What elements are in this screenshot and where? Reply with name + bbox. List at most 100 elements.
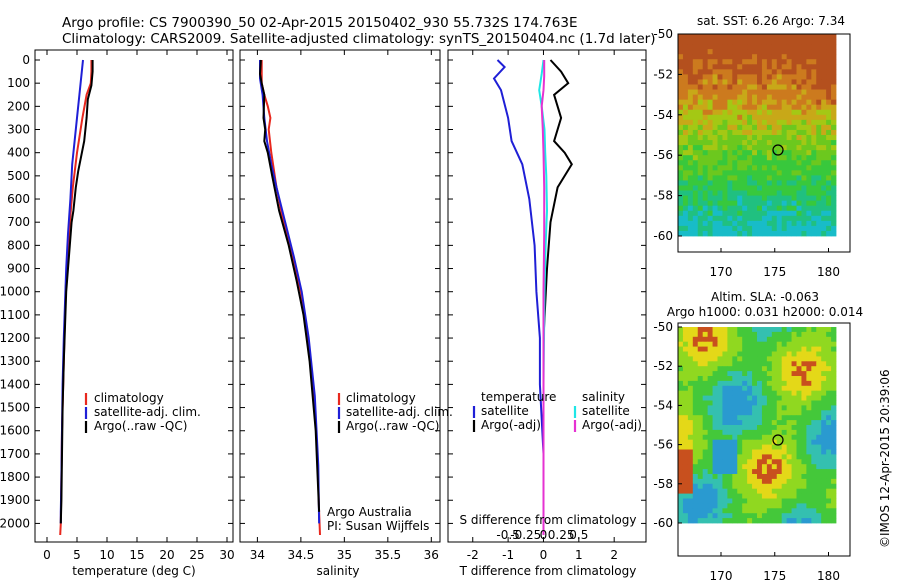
heatmap-cell <box>771 114 778 121</box>
heatmap-cell <box>766 210 773 217</box>
heatmap-cell <box>752 469 758 475</box>
heatmap-cell <box>757 170 763 176</box>
heatmap-cell <box>727 425 733 431</box>
heatmap-cell <box>806 454 812 460</box>
heatmap-cell <box>737 459 743 465</box>
heatmap-cell <box>757 331 763 338</box>
heatmap-cell <box>776 508 783 514</box>
heatmap-cell <box>702 380 709 387</box>
heatmap-cell <box>826 503 832 509</box>
heatmap-cell <box>692 104 699 111</box>
heatmap-cell <box>687 513 694 519</box>
heatmap-cell <box>826 454 832 460</box>
heatmap-cell <box>722 346 728 352</box>
heatmap-cell <box>692 64 699 70</box>
heatmap-cell <box>801 89 807 95</box>
heatmap-cell <box>761 64 768 70</box>
heatmap-cell <box>791 230 797 237</box>
heatmap-cell <box>752 39 758 45</box>
x-tick-label: 20 <box>159 548 174 562</box>
heatmap-cell <box>757 385 763 392</box>
heatmap-cell <box>682 327 689 333</box>
heatmap-cell <box>712 59 718 65</box>
heatmap-cell <box>761 380 768 387</box>
heatmap-cell <box>796 385 802 392</box>
heatmap-cell <box>806 390 812 396</box>
heatmap-cell <box>687 34 694 40</box>
heatmap-cell <box>682 331 689 338</box>
heatmap-cell <box>786 109 792 116</box>
heatmap-cell <box>707 483 713 490</box>
heatmap-cell <box>821 478 827 485</box>
heatmap-cell <box>791 129 797 136</box>
heatmap-cell <box>771 508 778 514</box>
heatmap-cell <box>761 405 768 411</box>
heatmap-cell <box>826 155 832 161</box>
heatmap-cell <box>697 400 704 406</box>
heatmap-cell <box>732 503 738 509</box>
heatmap-cell <box>821 371 827 377</box>
heatmap-cell <box>831 341 837 347</box>
heatmap-cell <box>766 59 773 65</box>
heatmap-cell <box>786 498 792 504</box>
heatmap-cell <box>747 469 753 475</box>
heatmap-cell <box>747 351 753 357</box>
heatmap-cell <box>678 385 684 392</box>
heatmap-cell <box>826 341 832 347</box>
heatmap-cell <box>712 351 718 357</box>
heatmap-cell <box>796 380 802 387</box>
heatmap-cell <box>831 104 837 111</box>
heatmap-cell <box>771 185 778 191</box>
heatmap-cell <box>727 34 733 40</box>
heatmap-cell <box>811 376 817 382</box>
heatmap-cell <box>697 180 704 186</box>
heatmap-cell <box>786 444 792 450</box>
heatmap-cell <box>752 165 758 171</box>
heatmap-cell <box>742 54 748 60</box>
heatmap-cell <box>796 341 802 347</box>
heatmap-cell <box>791 44 797 50</box>
heatmap-cell <box>757 415 763 421</box>
heatmap-cell <box>796 59 802 65</box>
heatmap-cell <box>757 94 763 101</box>
heatmap-cell <box>707 180 713 186</box>
heatmap-cell <box>766 390 773 396</box>
heatmap-cell <box>747 39 753 45</box>
heatmap-cell <box>806 361 812 367</box>
x-tick-label: -1 <box>502 548 514 562</box>
heatmap-cell <box>712 205 718 212</box>
heatmap-cell <box>761 390 768 396</box>
heatmap-cell <box>806 518 812 524</box>
heatmap-cell <box>816 429 822 436</box>
heatmap-cell <box>747 175 753 181</box>
heatmap-cell <box>766 180 773 186</box>
heatmap-cell <box>766 478 773 485</box>
heatmap-cell <box>687 94 694 101</box>
heatmap-cell <box>821 210 827 217</box>
heatmap-cell <box>722 215 728 222</box>
heatmap-cell <box>702 185 709 191</box>
heatmap-cell <box>791 39 797 45</box>
heatmap-cell <box>806 89 812 95</box>
heatmap-cell <box>791 420 797 426</box>
heatmap-cell <box>697 464 704 470</box>
heatmap-cell <box>742 150 748 156</box>
heatmap-cell <box>771 464 778 470</box>
heatmap-cell <box>776 449 783 455</box>
heatmap-cell <box>791 449 797 455</box>
heatmap-cell <box>712 380 718 387</box>
heatmap-cell <box>771 425 778 431</box>
heatmap-cell <box>692 498 699 504</box>
heatmap-cell <box>712 341 718 347</box>
heatmap-cell <box>722 429 728 436</box>
heatmap-cell <box>737 109 743 116</box>
heatmap-cell <box>826 99 832 106</box>
heatmap-cell <box>821 380 827 387</box>
heatmap-cell <box>722 513 728 519</box>
heatmap-cell <box>732 336 738 343</box>
heatmap-cell <box>811 64 817 70</box>
heatmap-cell <box>717 425 723 431</box>
heatmap-cell <box>678 410 684 416</box>
heatmap-cell <box>781 395 788 401</box>
y-tick-label: 1000 <box>0 285 30 299</box>
